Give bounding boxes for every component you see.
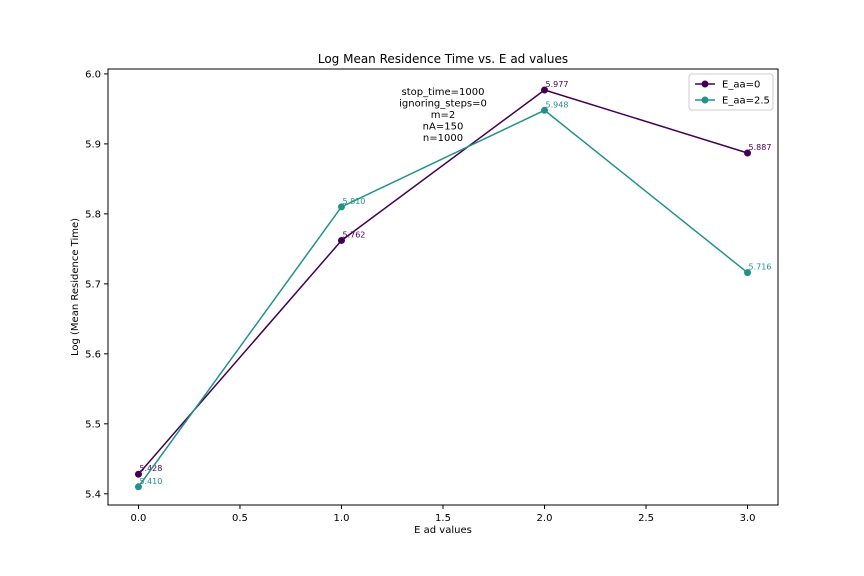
y-tick-label: 5.8	[85, 209, 101, 220]
data-label: 5.410	[139, 477, 162, 486]
x-tick-label: 3.0	[740, 513, 756, 524]
data-label: 5.887	[749, 143, 772, 152]
parameter-annotation: stop_time=1000ignoring_steps=0m=2nA=150n…	[399, 87, 487, 144]
data-label: 5.716	[749, 263, 772, 272]
data-label: 5.810	[342, 197, 365, 206]
x-tick-label: 1.5	[435, 513, 451, 524]
data-point	[744, 149, 752, 157]
y-axis-label: Log (Mean Residence Time)	[70, 218, 81, 356]
y-axis: 5.4 5.5 5.6 5.7 5.8 5.9 6.0	[85, 69, 108, 500]
x-tick-label: 1.0	[334, 513, 350, 524]
legend: E_aa=0 E_aa=2.5	[688, 73, 774, 111]
annotation-line: stop_time=1000	[401, 87, 484, 98]
y-tick-label: 5.5	[85, 419, 101, 430]
data-point	[134, 483, 142, 491]
annotation-line: m=2	[431, 110, 455, 121]
data-label: 5.977	[546, 80, 569, 89]
annotation-line: n=1000	[423, 133, 463, 144]
data-point	[337, 236, 345, 244]
data-label: 5.948	[546, 100, 569, 109]
x-tick-label: 2.5	[638, 513, 654, 524]
annotation-line: ignoring_steps=0	[399, 98, 487, 109]
y-tick-label: 6.0	[85, 69, 101, 80]
legend-marker	[701, 96, 709, 104]
legend-label: E_aa=2.5	[722, 96, 770, 107]
data-label: 5.762	[342, 230, 365, 239]
chart-title: Log Mean Residence Time vs. E ad values	[318, 52, 568, 66]
annotation-line: nA=150	[423, 121, 464, 132]
legend-marker	[701, 80, 709, 88]
x-axis-label: E ad values	[414, 525, 472, 536]
series-line	[137, 89, 748, 475]
x-tick-label: 0.5	[232, 513, 248, 524]
data-point	[541, 86, 549, 94]
data-point	[134, 470, 142, 478]
x-tick-label: 0.0	[131, 513, 147, 524]
x-tick-label: 2.0	[537, 513, 553, 524]
data-point	[541, 106, 549, 114]
series-line	[137, 109, 749, 488]
x-axis: 0.0 0.5 1.0 1.5 2.0 2.5 3.0	[131, 505, 756, 524]
y-tick-label: 5.7	[85, 279, 101, 290]
y-tick-label: 5.6	[85, 349, 101, 360]
data-point	[744, 269, 752, 277]
legend-label: E_aa=0	[722, 80, 760, 91]
y-tick-label: 5.9	[85, 139, 101, 150]
data-point	[337, 203, 345, 211]
legend-box	[688, 73, 774, 111]
y-tick-label: 5.4	[85, 489, 101, 500]
